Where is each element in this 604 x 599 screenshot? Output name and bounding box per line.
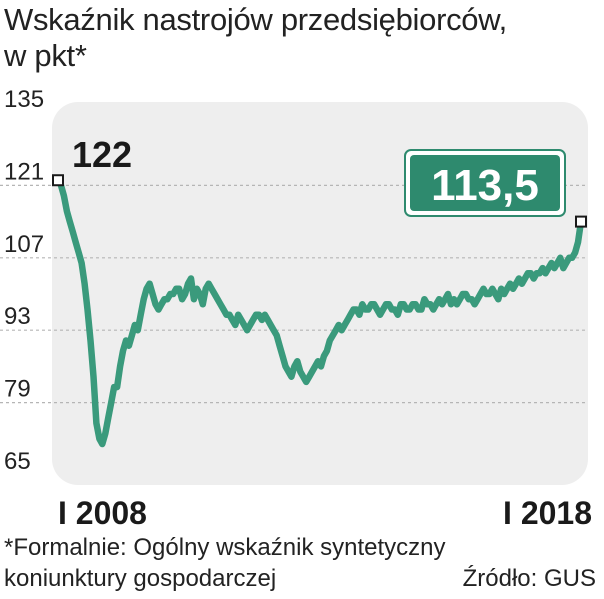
title-line-2: w pkt* [4, 38, 87, 73]
end-value-label: 113,5 [431, 161, 539, 210]
footnote: *Formalnie: Ogólny wskaźnik syntetyczny … [4, 532, 600, 594]
start-point-marker [52, 174, 64, 187]
y-tick-label: 107 [4, 231, 44, 258]
footnote-line-2: koniunktury gospodarczej [4, 565, 277, 592]
marker-layer [52, 174, 587, 228]
y-axis-ticks: 135 121 107 93 79 65 [4, 86, 44, 475]
end-value-box: 113,5 [404, 149, 566, 217]
y-tick-label: 135 [4, 86, 44, 113]
x-tick-label-end: I 2018 [503, 495, 592, 530]
y-tick-label: 65 [4, 448, 31, 475]
x-tick-label-start: I 2008 [58, 495, 147, 530]
end-point-marker [575, 215, 587, 228]
title-line-1: Wskaźnik nastrojów przedsiębiorców, [4, 2, 507, 37]
series-line [54, 176, 585, 448]
y-tick-label: 93 [4, 303, 31, 330]
chart-title: Wskaźnik nastrojów przedsiębiorców, w pk… [4, 2, 600, 74]
y-tick-label: 79 [4, 376, 31, 403]
source-credit: Źródło: GUS [462, 565, 596, 592]
start-value-label: 122 [72, 134, 132, 175]
line-chart: 135 121 107 93 79 65 122 113,5 I 2008 I 2018 [0, 86, 592, 530]
end-value-box-fill [410, 155, 560, 211]
series-layer [54, 176, 585, 448]
y-tick-label: 121 [4, 158, 44, 185]
footnote-line-1: *Formalnie: Ogólny wskaźnik syntetyczny [4, 534, 446, 561]
